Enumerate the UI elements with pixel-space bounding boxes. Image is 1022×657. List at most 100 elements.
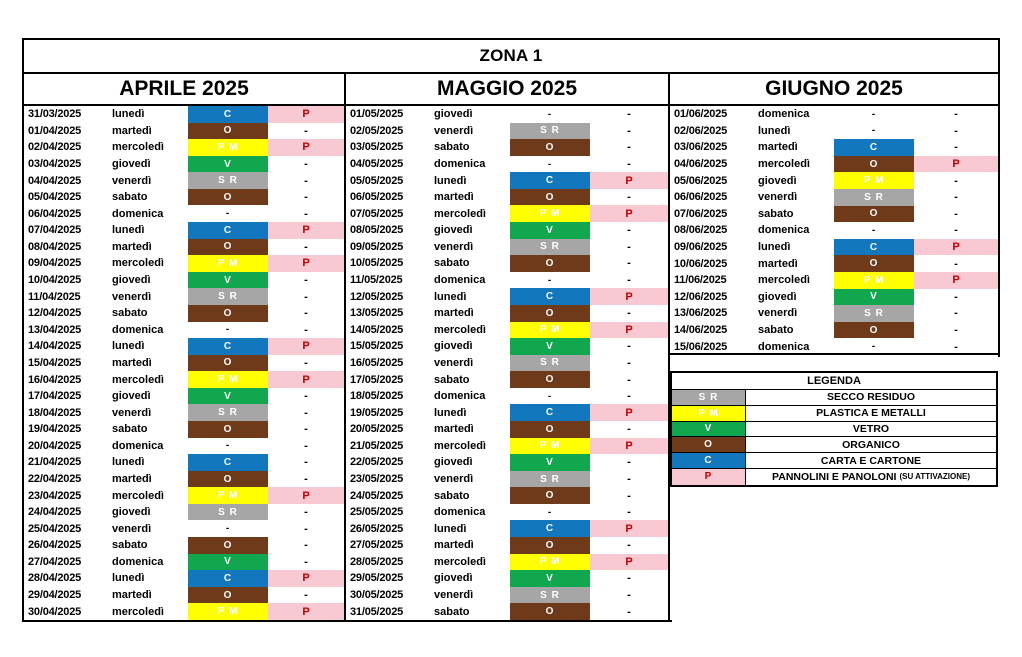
waste-badge: O <box>510 420 590 438</box>
day-cell: martedì <box>112 240 152 253</box>
legend-label-text: CARTA E CARTONE <box>820 454 922 467</box>
calendar-row: 09/05/2025 venerdì S R - <box>346 238 668 256</box>
pannolini-cell: - <box>954 141 958 154</box>
legend-label: CARTA E CARTONE <box>746 453 996 468</box>
legend-row: P PANNOLINI E PANOLONI (SU ATTIVAZIONE) <box>672 468 996 485</box>
calendar-row: 30/05/2025 venerdì S R - <box>346 586 668 604</box>
calendar-row: 01/05/2025 giovedì - - <box>346 106 668 123</box>
pannolini-cell: P <box>268 570 344 587</box>
calendar-row: 15/06/2025 domenica - - <box>670 338 998 355</box>
waste-badge: V <box>510 570 590 587</box>
pannolini-cell: - <box>304 390 308 403</box>
day-cell: lunedì <box>758 241 791 254</box>
pannolini-cell: - <box>304 158 308 171</box>
waste-badge: - <box>225 324 231 336</box>
day-cell: giovedì <box>434 572 473 585</box>
calendar-row: 10/05/2025 sabato O - <box>346 255 668 272</box>
day-cell: domenica <box>112 323 164 336</box>
day-cell: mercoledì <box>112 489 164 502</box>
waste-badge: - <box>871 341 877 353</box>
day-cell: venerdì <box>758 191 798 204</box>
day-cell: mercoledì <box>434 555 486 568</box>
pannolini-cell: - <box>304 290 308 303</box>
date-cell: 14/06/2025 <box>674 324 728 337</box>
pannolini-cell: - <box>304 124 308 137</box>
pannolini-cell: - <box>627 605 631 618</box>
waste-badge: O <box>188 122 268 140</box>
pannolini-cell: - <box>954 124 958 137</box>
legend-row: O ORGANICO <box>672 437 996 454</box>
day-cell: giovedì <box>112 274 151 287</box>
calendar-row: 24/05/2025 sabato O - <box>346 487 668 504</box>
pannolini-cell: P <box>268 255 344 272</box>
waste-badge: V <box>834 288 914 306</box>
date-cell: 03/04/2025 <box>28 158 82 171</box>
day-cell: giovedì <box>758 290 797 303</box>
day-cell: martedì <box>434 539 474 552</box>
pannolini-cell: - <box>304 323 308 336</box>
calendar-row: 14/06/2025 sabato O - <box>670 321 998 339</box>
day-cell: sabato <box>112 191 148 204</box>
pannolini-cell: P <box>268 106 344 123</box>
waste-badge: O <box>188 537 268 554</box>
date-cell: 04/04/2025 <box>28 174 82 187</box>
pannolini-cell: - <box>304 539 308 552</box>
date-cell: 13/05/2025 <box>350 307 404 320</box>
calendar-row: 22/05/2025 giovedì V - <box>346 454 668 471</box>
date-cell: 06/06/2025 <box>674 191 728 204</box>
date-cell: 16/05/2025 <box>350 356 404 369</box>
day-cell: mercoledì <box>758 274 810 287</box>
pannolini-cell: P <box>268 338 344 355</box>
legend-badge: P M <box>672 405 746 421</box>
waste-badge: - <box>871 125 877 137</box>
pannolini-cell: P <box>590 172 668 189</box>
day-cell: domenica <box>434 506 486 519</box>
day-cell: giovedì <box>112 158 151 171</box>
date-cell: 11/06/2025 <box>674 274 727 287</box>
day-cell: venerdì <box>434 124 474 137</box>
waste-badge: O <box>510 603 590 620</box>
date-cell: 30/04/2025 <box>28 605 82 618</box>
waste-badge: O <box>834 255 914 272</box>
date-cell: 22/05/2025 <box>350 456 404 469</box>
month-title: GIUGNO 2025 <box>670 74 998 106</box>
date-cell: 15/04/2025 <box>28 356 82 369</box>
date-cell: 12/05/2025 <box>350 290 404 303</box>
pannolini-cell: - <box>304 456 308 469</box>
date-cell: 08/06/2025 <box>674 224 728 237</box>
day-cell: venerdì <box>434 356 474 369</box>
waste-badge: O <box>510 487 590 504</box>
date-cell: 27/04/2025 <box>28 555 82 568</box>
waste-badge: O <box>188 586 268 604</box>
day-cell: mercoledì <box>758 158 810 171</box>
pannolini-cell: - <box>954 108 958 121</box>
calendar-row: 04/04/2025 venerdì S R - <box>24 172 344 189</box>
pannolini-cell: - <box>954 290 958 303</box>
legend-row: V VETRO <box>672 421 996 438</box>
day-cell: domenica <box>112 439 164 452</box>
date-cell: 07/05/2025 <box>350 207 404 220</box>
calendar-row: 06/04/2025 domenica - - <box>24 205 344 222</box>
calendar-row: 02/06/2025 lunedì - - <box>670 123 998 140</box>
day-cell: mercoledì <box>112 257 164 270</box>
pannolini-cell: P <box>590 520 668 538</box>
date-cell: 24/05/2025 <box>350 489 404 502</box>
calendar-row: 21/04/2025 lunedì C - <box>24 454 344 471</box>
calendar-row: 05/06/2025 giovedì P M - <box>670 172 998 189</box>
calendar-row: 09/06/2025 lunedì C P <box>670 238 998 256</box>
waste-badge: - <box>547 390 553 402</box>
pannolini-cell: - <box>304 406 308 419</box>
calendar-row: 08/05/2025 giovedì V - <box>346 222 668 239</box>
day-cell: venerdì <box>112 406 152 419</box>
pannolini-cell: - <box>627 473 631 485</box>
date-cell: 03/06/2025 <box>674 141 728 154</box>
waste-badge: O <box>510 371 590 388</box>
pannolini-cell: - <box>627 191 631 204</box>
waste-badge: S R <box>188 288 268 305</box>
date-cell: 24/04/2025 <box>28 506 82 519</box>
day-cell: martedì <box>434 191 474 204</box>
date-cell: 14/04/2025 <box>28 340 82 353</box>
